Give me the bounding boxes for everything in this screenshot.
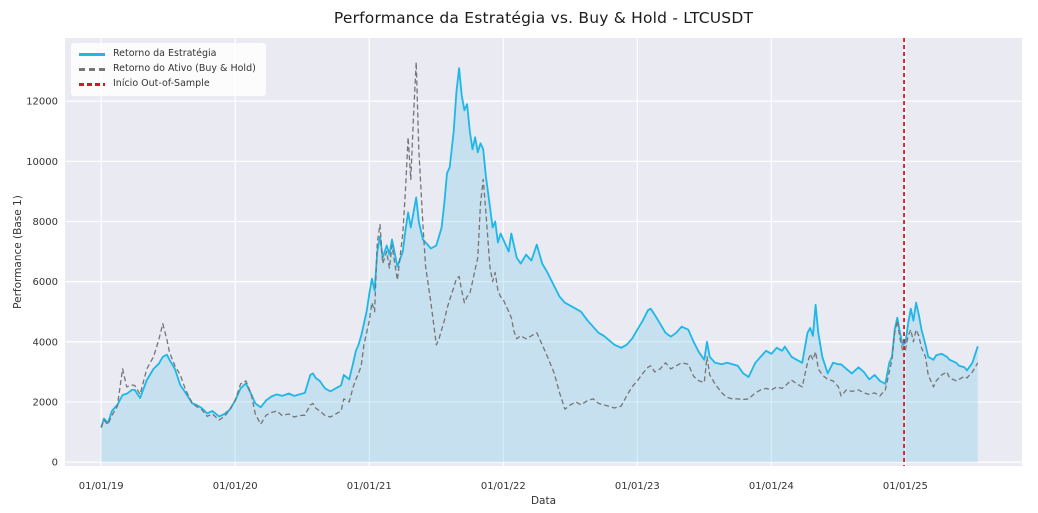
y-tick-label: 4000 [33,337,58,348]
plot-background [65,38,1022,466]
strategy-line-swatch [79,53,105,56]
x-tick-label: 01/01/20 [213,481,258,492]
x-axis-label: Data [530,495,557,507]
x-tick-label: 01/01/25 [883,481,928,492]
legend-item-strategy: Retorno da Estratégia [79,48,256,60]
strategy-fill-area [101,68,978,463]
chart-title: Performance da Estratégia vs. Buy & Hold… [333,9,754,27]
x-tick-label: 01/01/19 [79,481,124,492]
strategy-line [100,67,979,428]
legend-label-strategy: Retorno da Estratégia [113,48,217,59]
legend-item-buyhold: Retorno do Ativo (Buy & Hold) [79,62,256,75]
oos-line-swatch [79,83,105,86]
x-tick-label: 01/01/21 [347,481,392,492]
y-tick-label: 0 [52,458,58,469]
buyhold-line-swatch [79,68,105,71]
x-tick-label: 01/01/23 [615,481,660,492]
legend: Retorno da Estratégia Retorno do Ativo (… [71,43,266,96]
legend-label-oos: Início Out-of-Sample [113,77,210,89]
legend-label-buyhold: Retorno do Ativo (Buy & Hold) [113,62,256,74]
legend-item-oos: Início Out-of-Sample [79,77,256,90]
y-tick-label: 8000 [33,217,58,228]
x-tick-label: 01/01/22 [481,481,526,492]
y-tick-label: 6000 [33,277,58,288]
y-tick-label: 10000 [26,157,58,168]
y-tick-label: 2000 [33,397,58,408]
x-tick-label: 01/01/24 [749,481,794,492]
y-tick-label: 12000 [26,97,58,108]
y-axis-label: Performance (Base 1) [12,195,24,309]
